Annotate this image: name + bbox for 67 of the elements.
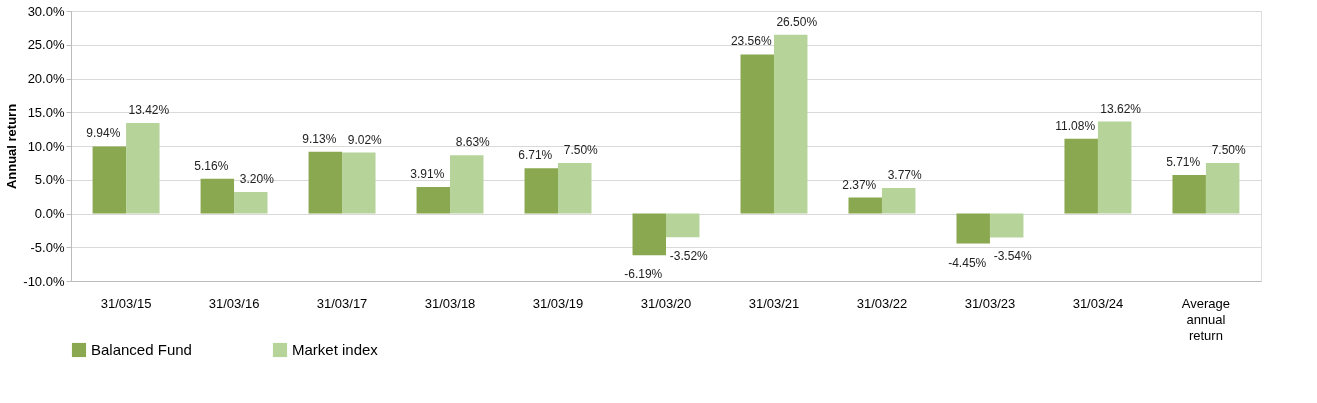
- bar: [632, 213, 666, 256]
- bar: [126, 122, 160, 214]
- x-tick-label: 31/03/23: [964, 295, 1016, 311]
- data-label: 13.62%: [1100, 101, 1142, 116]
- data-label: -3.52%: [669, 249, 709, 264]
- data-label: 7.50%: [563, 142, 599, 157]
- x-tick-label: 31/03/22: [856, 295, 908, 311]
- data-label: 5.71%: [1166, 154, 1201, 169]
- y-tick-label: 10.0%: [27, 138, 65, 154]
- x-tick-label: 31/03/16: [208, 295, 260, 311]
- x-tick-label: 31/03/21: [748, 295, 800, 311]
- x-tick-label: 31/03/20: [640, 295, 692, 311]
- bar: [308, 151, 343, 214]
- x-tick-label: 31/03/17: [316, 295, 368, 311]
- data-label: 7.50%: [1211, 142, 1247, 157]
- data-label: 8.63%: [455, 135, 491, 150]
- bar: [558, 162, 592, 214]
- bar: [450, 155, 484, 214]
- x-tick-label: 31/03/15: [100, 295, 152, 311]
- bar: [881, 188, 916, 214]
- bar: [234, 191, 268, 214]
- bar: [848, 197, 882, 214]
- data-label: 13.42%: [128, 102, 170, 117]
- bar: [1172, 174, 1206, 214]
- data-label: -4.45%: [948, 255, 987, 270]
- legend-label: Balanced Fund: [91, 341, 192, 358]
- y-tick-label: -5.0%: [30, 239, 65, 255]
- data-label: 3.20%: [239, 171, 275, 186]
- data-label: -6.19%: [624, 267, 663, 282]
- y-tick-label: 15.0%: [27, 104, 65, 120]
- bar: [956, 213, 990, 244]
- bar: [416, 187, 451, 214]
- y-tick-label: -10.0%: [23, 273, 65, 289]
- data-label: 5.16%: [194, 158, 229, 173]
- y-axis-title: Annual return: [4, 103, 20, 190]
- data-label: 9.02%: [347, 132, 383, 147]
- y-tick-label: 30.0%: [27, 3, 65, 19]
- data-label: 23.56%: [730, 34, 772, 49]
- data-label: 6.71%: [518, 148, 553, 163]
- data-label: 26.50%: [776, 14, 818, 29]
- y-tick-label: 0.0%: [34, 206, 65, 221]
- bar: [1097, 121, 1132, 214]
- data-label: 3.77%: [887, 168, 923, 183]
- bar: [740, 54, 774, 214]
- bar: [200, 178, 235, 214]
- x-tick-label: 31/03/19: [532, 295, 584, 311]
- x-tick-label: 31/03/18: [424, 295, 476, 311]
- data-label: 9.94%: [86, 126, 121, 141]
- data-label: 2.37%: [842, 177, 877, 192]
- bar: [92, 146, 127, 214]
- y-tick-label: 20.0%: [27, 71, 65, 86]
- bar: [1064, 138, 1098, 214]
- legend-label: Market index: [292, 341, 379, 358]
- data-label: 3.91%: [410, 167, 445, 182]
- y-tick-label: 25.0%: [27, 37, 65, 53]
- bar: [989, 213, 1024, 238]
- bar: [666, 213, 700, 238]
- bar: [1205, 162, 1240, 214]
- x-tick-label: Average annual return: [1181, 295, 1231, 343]
- data-label: 11.08%: [1055, 118, 1096, 133]
- bar: [773, 34, 808, 214]
- x-tick-label: 31/03/24: [1072, 295, 1124, 311]
- data-label: 9.13%: [302, 131, 337, 146]
- data-label: -3.54%: [993, 249, 1033, 264]
- y-tick-label: 5.0%: [34, 172, 65, 188]
- bar: [524, 168, 559, 214]
- bar: [342, 152, 376, 214]
